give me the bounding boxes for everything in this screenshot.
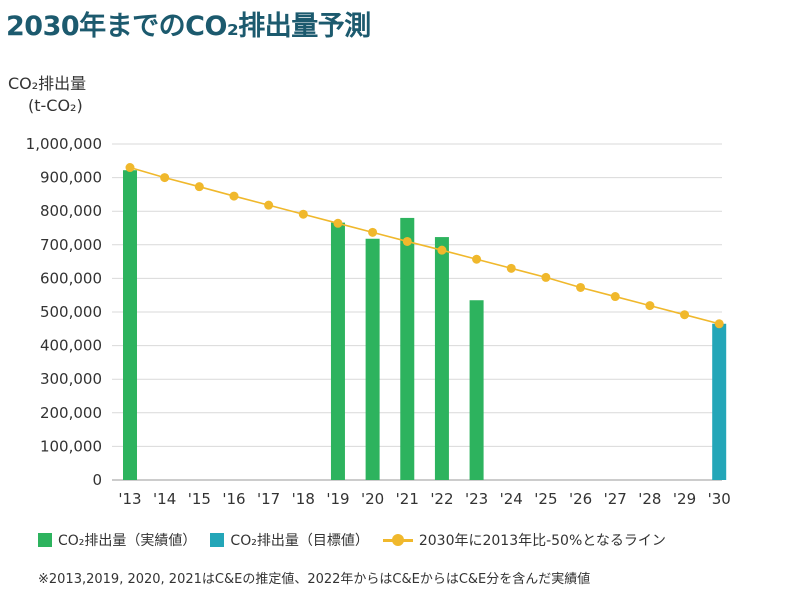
x-tick-label: '18 [292, 490, 315, 508]
legend-swatch-line [382, 533, 413, 547]
y-tick-label: 500,000 [40, 303, 102, 321]
bar-actual [123, 170, 137, 480]
legend-label-target: CO₂排出量（目標値） [230, 533, 369, 549]
target-line [129, 166, 720, 325]
legend-swatch-target [210, 533, 225, 547]
y-tick-label: 600,000 [40, 269, 102, 287]
bar-actual [330, 222, 345, 480]
x-tick-label: '28 [638, 490, 661, 508]
target-line-point [645, 301, 655, 311]
y-tick-label: 0 [92, 471, 102, 489]
target-line-point [506, 263, 516, 273]
x-tick-label: '26 [569, 490, 592, 508]
target-line-point [714, 319, 724, 329]
legend-item-line: 2030年に2013年比-50%となるライン [382, 530, 666, 550]
target-line-point [437, 245, 447, 255]
x-tick-label: '16 [222, 490, 245, 508]
target-line-point [576, 282, 586, 292]
x-tick-label: '30 [708, 490, 731, 508]
x-tick-label: '22 [430, 490, 453, 508]
y-tick-label: 800,000 [40, 202, 102, 220]
bar-actual [434, 237, 449, 480]
target-line-point [333, 218, 343, 228]
legend-item-target: CO₂排出量（目標値） [210, 530, 369, 550]
x-tick-label: '24 [500, 490, 523, 508]
target-line-point [264, 200, 274, 210]
x-tick-label: '14 [153, 490, 176, 508]
legend-item-actual: CO₂排出量（実績値） [38, 530, 196, 550]
target-line-point [541, 272, 551, 282]
page-title: 2030年までのCO₂排出量予測 [6, 11, 371, 42]
legend-label-actual: CO₂排出量（実績値） [58, 533, 197, 549]
x-tick-label: '13 [118, 490, 141, 508]
legend-swatch-actual [38, 533, 52, 547]
x-tick-label: '15 [188, 490, 211, 508]
target-line-point [472, 254, 482, 264]
legend-label-line: 2030年に2013年比-50%となるライン [418, 533, 666, 549]
x-tick-label: '20 [361, 490, 384, 508]
x-tick-label: '17 [257, 490, 280, 508]
x-tick-label: '23 [465, 490, 488, 508]
y-tick-label: 1,000,000 [26, 135, 102, 153]
target-line-point [194, 182, 204, 192]
bar-actual [365, 238, 380, 480]
target-line-point [298, 209, 308, 219]
y-tick-label: 900,000 [40, 169, 102, 187]
y-axis-label: CO₂排出量 [8, 74, 87, 93]
x-tick-label: '19 [326, 490, 349, 508]
target-line-point [680, 310, 690, 320]
y-tick-label: 700,000 [40, 236, 102, 254]
x-tick-label: '27 [604, 490, 627, 508]
bar-actual [400, 217, 415, 481]
target-line-point [402, 236, 412, 246]
target-line-point [229, 191, 239, 201]
chart: 0 100,000 200,000 300,000 400,000 500,000 600,… [26, 135, 731, 508]
bar-target [712, 323, 727, 480]
target-line-point [160, 173, 170, 183]
y-tick-label: 300,000 [40, 370, 102, 388]
legend: CO₂排出量（実績値） CO₂排出量（目標値） 2030年に2013年比-50%… [38, 530, 680, 550]
y-tick-label: 200,000 [40, 404, 102, 422]
target-line-point [368, 227, 378, 237]
bar-actual [469, 300, 484, 480]
x-tick-label: '29 [673, 490, 696, 508]
y-tick-label: 400,000 [40, 337, 102, 355]
y-tick-label: 100,000 [40, 437, 102, 455]
footnote: ※2013,2019, 2020, 2021はC&Eの推定値、2022年からはC… [38, 572, 591, 587]
target-line-point [610, 292, 620, 302]
x-tick-label: '21 [396, 490, 419, 508]
target-line-point [125, 163, 135, 173]
x-tick-label: '25 [534, 490, 557, 508]
y-axis-unit: (t-CO₂) [28, 96, 83, 115]
